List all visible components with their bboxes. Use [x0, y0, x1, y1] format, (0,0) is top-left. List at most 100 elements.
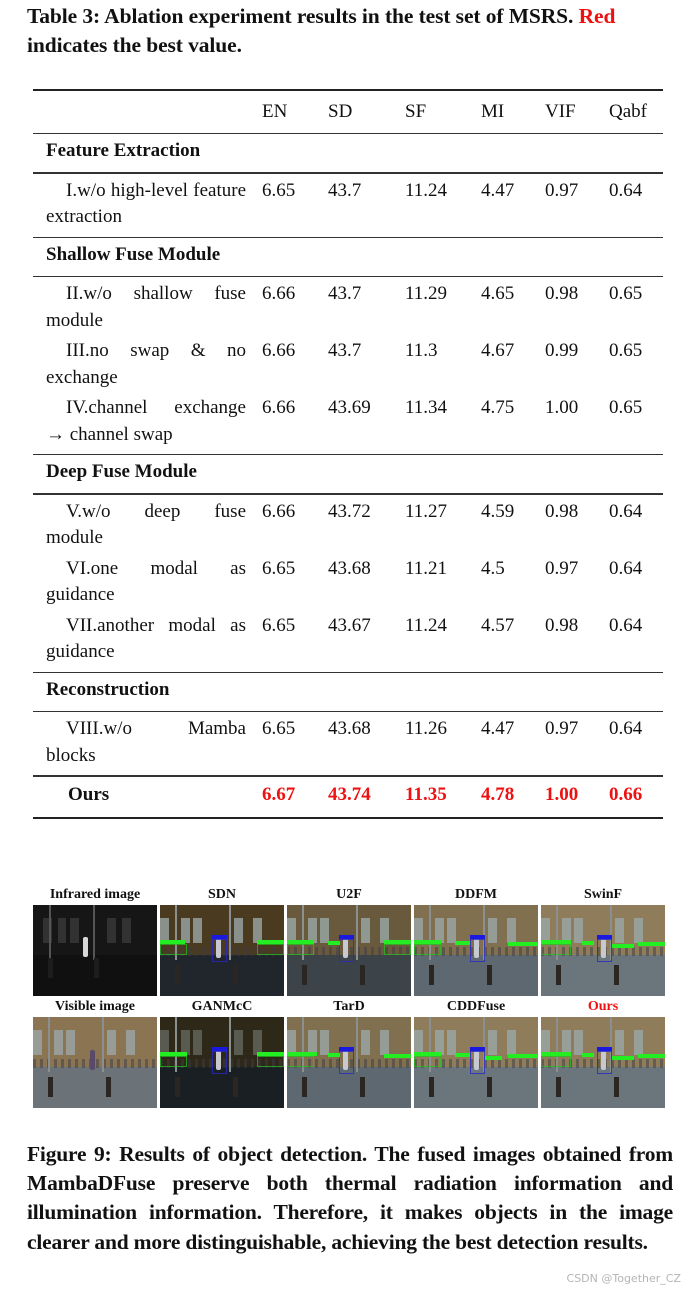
cell-sd: 43.7 — [328, 340, 362, 362]
cell-vif: 0.97 — [545, 179, 579, 201]
row-label-text: I.w/o high-level feature extraction — [46, 179, 246, 228]
cell-qabf: 0.65 — [609, 397, 643, 419]
cell-qabf: 0.64 — [609, 614, 643, 636]
table-row: V.w/o deep fuse module 6.66 43.72 11.27 … — [33, 495, 663, 552]
row-label: IV.channel exchange → channel swap — [33, 391, 246, 448]
section-title: Feature Extraction — [46, 140, 201, 162]
cell-vif-best: 1.00 — [545, 783, 579, 805]
figure-label: DDFM — [455, 887, 497, 902]
cell-mi: 4.57 — [481, 614, 515, 636]
row-label: III.no swap & no exchange — [33, 334, 246, 391]
table-caption-suffix: indicates the best value. — [27, 33, 242, 57]
cell-vif: 1.00 — [545, 397, 579, 419]
cell-vif: 0.97 — [545, 557, 579, 579]
cell-vif: 0.98 — [545, 500, 579, 522]
figure-cell-u2f: U2F — [287, 884, 411, 996]
row-label-text: VII.another modal as guidance — [46, 614, 246, 663]
figure-cell-ours: Ours — [541, 996, 665, 1108]
figure-label: Infrared image — [49, 887, 141, 902]
figure-label: SDN — [207, 887, 236, 902]
cell-en: 6.66 — [262, 340, 296, 362]
detection-figure: Infrared image SDN U2F — [33, 884, 665, 1108]
visible-image — [33, 1017, 157, 1108]
table-caption-title: Table 3: Ablation experiment results in … — [27, 4, 574, 28]
cell-sd: 43.72 — [328, 500, 371, 522]
cell-en: 6.66 — [262, 500, 296, 522]
ablation-table: EN SD SF MI VIF Qabf Feature Extraction … — [33, 89, 663, 819]
figure-label: SwinF — [583, 887, 623, 902]
cell-sd: 43.7 — [328, 283, 362, 305]
table-row: III.no swap & no exchange 6.66 43.7 11.3… — [33, 334, 663, 391]
cell-sd-best: 43.74 — [328, 783, 371, 805]
cell-sd: 43.7 — [328, 179, 362, 201]
row-label-text: III.no swap & no exchange — [46, 340, 246, 388]
row-label: V.w/o deep fuse module — [33, 495, 246, 552]
section-title: Deep Fuse Module — [46, 461, 197, 483]
table-row: VI.one modal as guidance 6.65 43.68 11.2… — [33, 552, 663, 609]
table-header-row: EN SD SF MI VIF Qabf — [33, 91, 663, 133]
ours-detection-image — [541, 1017, 665, 1108]
section-shallow-fuse-module: Shallow Fuse Module — [33, 238, 663, 276]
cell-en: 6.66 — [262, 397, 296, 419]
section-reconstruction: Reconstruction — [33, 673, 663, 711]
cell-vif: 0.97 — [545, 718, 579, 740]
cell-vif: 0.98 — [545, 283, 579, 305]
row-label-text: VI.one modal as guidance — [46, 557, 246, 606]
cell-en: 6.65 — [262, 179, 296, 201]
section-rule — [33, 711, 663, 713]
cell-qabf: 0.64 — [609, 500, 643, 522]
swinf-detection-image — [541, 905, 665, 996]
table-caption-red-word: Red — [578, 4, 616, 28]
figure-cell-ddfm: DDFM — [414, 884, 538, 996]
cell-qabf-best: 0.66 — [609, 783, 643, 805]
cell-sd: 43.67 — [328, 614, 371, 636]
row-label-text: IV.channel exchange → channel swap — [46, 397, 246, 445]
figure-label-ours: Ours — [587, 999, 619, 1014]
tard-detection-image — [287, 1017, 411, 1108]
table-caption: Table 3: Ablation experiment results in … — [27, 2, 677, 60]
row-label-text: V.w/o deep fuse module — [46, 500, 246, 549]
cell-qabf: 0.64 — [609, 718, 643, 740]
figure-row-1: Infrared image SDN U2F — [33, 884, 665, 996]
row-label: VII.another modal as guidance — [33, 609, 246, 666]
section-feature-extraction: Feature Extraction — [33, 134, 663, 172]
table-row: IV.channel exchange → channel swap 6.66 … — [33, 391, 663, 448]
cell-mi: 4.75 — [481, 397, 515, 419]
table-row: II.w/o shallow fuse module 6.66 43.7 11.… — [33, 277, 663, 334]
cell-sf: 11.34 — [405, 397, 448, 419]
section-rule — [33, 671, 663, 674]
row-label-text: VIII.w/o Mamba blocks — [46, 718, 246, 766]
header-qabf: Qabf — [609, 101, 647, 122]
cell-sf: 11.3 — [405, 340, 438, 362]
header-mi: MI — [481, 101, 505, 122]
cell-qabf: 0.64 — [609, 179, 643, 201]
section-rule — [33, 493, 663, 495]
header-sd: SD — [328, 101, 353, 122]
cell-mi: 4.47 — [481, 718, 515, 740]
header-rule — [33, 133, 663, 135]
sdn-detection-image — [160, 905, 284, 996]
cell-sf: 11.21 — [405, 557, 448, 579]
figure-cell-cddfuse: CDDFuse — [414, 996, 538, 1108]
cell-mi: 4.65 — [481, 283, 515, 305]
section-title: Reconstruction — [46, 679, 170, 701]
row-label: VIII.w/o Mamba blocks — [33, 712, 246, 769]
cell-sf: 11.24 — [405, 179, 448, 201]
section-rule — [33, 454, 663, 456]
header-en: EN — [262, 101, 288, 122]
cell-mi: 4.47 — [481, 179, 515, 201]
cell-mi: 4.67 — [481, 340, 515, 362]
table-top-rule — [33, 89, 663, 91]
figure-cell-visible: Visible image — [33, 996, 157, 1108]
header-empty — [33, 91, 246, 133]
cell-en: 6.66 — [262, 283, 296, 305]
cddfuse-detection-image — [414, 1017, 538, 1108]
table-row: VII.another modal as guidance 6.65 43.67… — [33, 609, 663, 666]
cell-sf: 11.27 — [405, 500, 448, 522]
figure-cell-tard: TarD — [287, 996, 411, 1108]
row-label-ours: Ours — [68, 783, 110, 805]
cell-sf: 11.26 — [405, 718, 448, 740]
cell-mi: 4.5 — [481, 557, 505, 579]
figure-label: Visible image — [55, 999, 135, 1014]
section-rule — [33, 275, 663, 278]
